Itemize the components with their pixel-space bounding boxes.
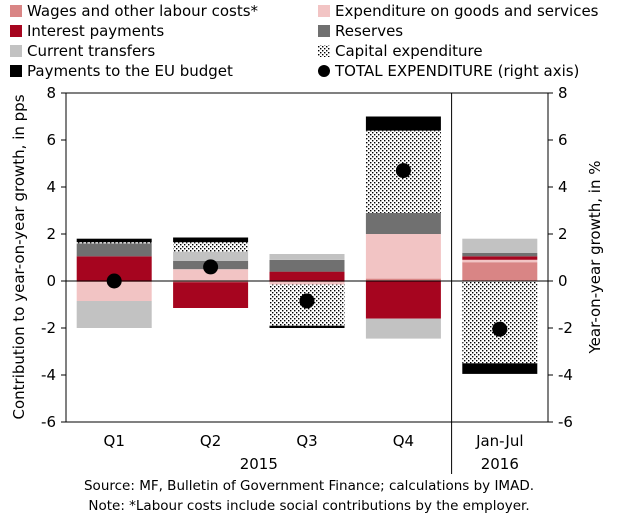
bar-segment-q3-6: [269, 325, 345, 328]
right-axis-title: Year-on-year growth, in %: [586, 161, 604, 355]
legend-swatch-6: [10, 65, 22, 77]
bar-segment-q2-4: [173, 251, 249, 261]
bar-segment-q4-4: [365, 318, 441, 339]
bar-segment-q2-0: [173, 281, 249, 283]
legend-swatch-3: [318, 25, 330, 37]
right-tick-label: -6: [558, 413, 573, 431]
bar-segment-q1-5: [76, 242, 152, 244]
right-axis-ticks: -6 -4 -2 0 2 4 6 8: [548, 84, 573, 431]
bar-segment-q2-6: [173, 237, 249, 243]
source-note: Source: MF, Bulletin of Government Finan…: [84, 478, 534, 494]
bar-segment-q4-1: [365, 234, 441, 279]
left-tick-label: 2: [46, 225, 56, 243]
category-label-q1: Q1: [104, 432, 125, 450]
bar-segment-q4-2: [365, 281, 441, 319]
bars: [76, 116, 538, 374]
right-tick-label: -4: [558, 366, 573, 384]
right-tick-label: 6: [558, 131, 568, 149]
total-marker-q3: [299, 293, 315, 309]
legend-swatch-2: [10, 25, 22, 37]
bar-segment-q3-1: [269, 282, 345, 285]
bar-segment-q3-3: [269, 259, 345, 272]
legend: Wages and other labour costs* Expenditure…: [10, 2, 599, 80]
bar-segment-q2-1: [173, 269, 249, 282]
category-labels: Q1 Q2 Q3 Q4 Jan-Jul: [104, 432, 524, 450]
bar-segment-q3-0: [269, 281, 345, 283]
legend-swatch-total: [318, 65, 330, 77]
left-axis-title: Contribution to year-on-year growth, in …: [10, 94, 28, 419]
bar-segment-q3-4: [269, 254, 345, 260]
total-marker-jan-jul: [492, 321, 508, 337]
bar-segment-jan-jul-2: [462, 256, 538, 260]
right-tick-label: 2: [558, 225, 568, 243]
total-marker-q1: [106, 273, 122, 289]
right-tick-label: 8: [558, 84, 568, 102]
total-markers: [106, 163, 508, 337]
bar-segment-q4-0: [365, 278, 441, 281]
left-tick-label: 0: [46, 272, 56, 290]
left-tick-label: -6: [41, 413, 56, 431]
bar-segment-q3-2: [269, 271, 345, 281]
left-tick-label: 6: [46, 131, 56, 149]
bar-segment-q2-5: [173, 242, 249, 252]
total-marker-q4: [395, 163, 411, 179]
legend-label-2: Interest payments: [27, 22, 164, 40]
plot-frame: [65, 92, 549, 423]
bar-segment-jan-jul-4: [462, 238, 538, 253]
legend-label-5: Capital expenditure: [335, 42, 483, 60]
bar-segment-q1-1: [76, 282, 152, 301]
bar-segment-jan-jul-3: [462, 252, 538, 257]
left-tick-label: -4: [41, 366, 56, 384]
category-label-q2: Q2: [200, 432, 221, 450]
legend-label-1: Expenditure on goods and services: [335, 2, 599, 20]
year-label-2015: 2015: [240, 455, 278, 473]
year-label-2016: 2016: [481, 455, 519, 473]
legend-swatch-4: [10, 45, 22, 57]
legend-label-0: Wages and other labour costs*: [27, 2, 259, 20]
left-tick-label: 4: [46, 178, 56, 196]
right-tick-label: 4: [558, 178, 568, 196]
category-label-q4: Q4: [393, 432, 414, 450]
bar-segment-jan-jul-0: [462, 262, 538, 281]
labour-cost-note: Note: *Labour costs include social contr…: [88, 498, 529, 514]
legend-swatch-1: [318, 5, 330, 17]
legend-label-4: Current transfers: [27, 42, 155, 60]
left-axis-ticks: -6 -4 -2 0 2 4 6 8: [41, 84, 66, 431]
left-tick-label: 8: [46, 84, 56, 102]
legend-swatch-5: [318, 45, 330, 57]
category-label-q3: Q3: [296, 432, 317, 450]
legend-label-6: Payments to the EU budget: [27, 62, 233, 80]
bar-segment-q1-6: [76, 238, 152, 243]
total-marker-q2: [203, 259, 219, 275]
bar-segment-q1-4: [76, 301, 152, 328]
legend-label-3: Reserves: [335, 22, 403, 40]
bar-segment-jan-jul-1: [462, 259, 538, 263]
left-tick-label: -2: [41, 319, 56, 337]
bar-segment-jan-jul-6: [462, 363, 538, 374]
right-tick-label: -2: [558, 319, 573, 337]
legend-swatch-0: [10, 5, 22, 17]
bar-segment-q1-3: [76, 243, 152, 257]
right-tick-label: 0: [558, 272, 568, 290]
year-labels: 2015 2016: [240, 455, 519, 473]
bar-segment-q2-2: [173, 282, 249, 308]
bar-segment-q4-3: [365, 212, 441, 234]
bar-segment-q4-6: [365, 116, 441, 131]
legend-label-7: TOTAL EXPENDITURE (right axis): [334, 62, 579, 80]
category-label-jan-jul: Jan-Jul: [475, 432, 523, 450]
